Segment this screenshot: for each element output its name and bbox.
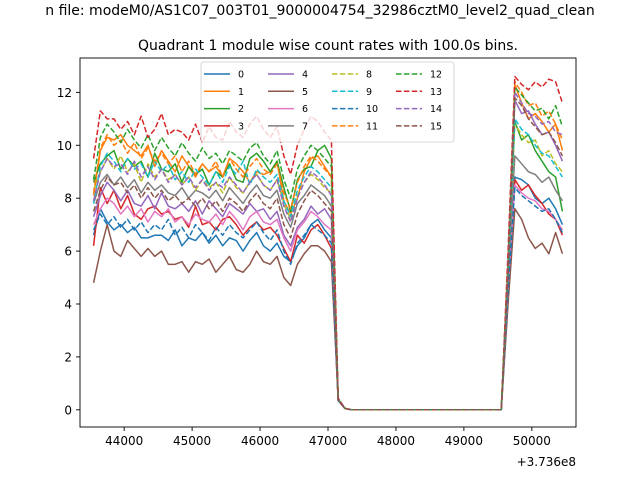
y-tick-label: 4 (64, 298, 72, 312)
legend-label-2: 2 (238, 104, 244, 115)
series-line-5 (92, 208, 564, 411)
series-line-11 (92, 81, 564, 411)
legend-label-3: 3 (238, 122, 244, 133)
legend-label-15: 15 (430, 122, 442, 133)
series-line-15 (92, 96, 564, 411)
x-tick-label: 48000 (377, 434, 415, 448)
axes-layer: 44000 45000 46000 47000 48000 49000 50000 0 2 4 6 8… (57, 57, 577, 469)
y-tick-label: 8 (64, 192, 72, 206)
x-axis-offset-label: +3.736e8 (517, 455, 576, 469)
legend-label-10: 10 (366, 104, 378, 115)
series-line-9 (92, 118, 564, 411)
legend-label-1: 1 (238, 87, 244, 98)
legend-label-4: 4 (302, 70, 308, 81)
legend-label-6: 6 (302, 104, 308, 115)
series-line-12 (92, 86, 564, 411)
series-line-10 (92, 186, 564, 411)
x-tick-label: 45000 (173, 434, 211, 448)
x-tick-label: 46000 (241, 434, 279, 448)
legend-label-5: 5 (302, 87, 308, 98)
chart-title: Quadrant 1 module wise count rates with … (138, 38, 518, 54)
series-line-7 (92, 155, 564, 411)
series-line-6 (92, 184, 564, 411)
legend-label-13: 13 (430, 87, 442, 98)
series-layer (92, 75, 564, 411)
y-tick-label: 0 (64, 403, 72, 417)
y-tick-label: 12 (57, 86, 72, 100)
x-tick-label: 44000 (105, 434, 143, 448)
series-line-2 (92, 120, 564, 411)
legend-frame (200, 61, 455, 143)
y-tick-label: 2 (64, 350, 72, 364)
x-tick-label: 49000 (445, 434, 483, 448)
legend-label-14: 14 (430, 104, 442, 115)
series-line-8 (92, 123, 563, 411)
legend-label-8: 8 (366, 70, 372, 81)
legend-label-9: 9 (366, 87, 372, 98)
legend-label-12: 12 (430, 70, 442, 81)
x-tick-label: 50000 (513, 434, 551, 448)
y-tick-label: 10 (57, 139, 72, 153)
x-tick-label: 47000 (309, 434, 347, 448)
legend-label-0: 0 (238, 70, 244, 81)
legend-label-7: 7 (302, 122, 308, 133)
figure-suptitle: n file: modeM0/AS1C07_003T01_9000004754_… (45, 3, 594, 19)
series-line-0 (92, 176, 564, 411)
legend-label-11: 11 (366, 122, 378, 133)
y-tick-label: 6 (64, 245, 72, 259)
